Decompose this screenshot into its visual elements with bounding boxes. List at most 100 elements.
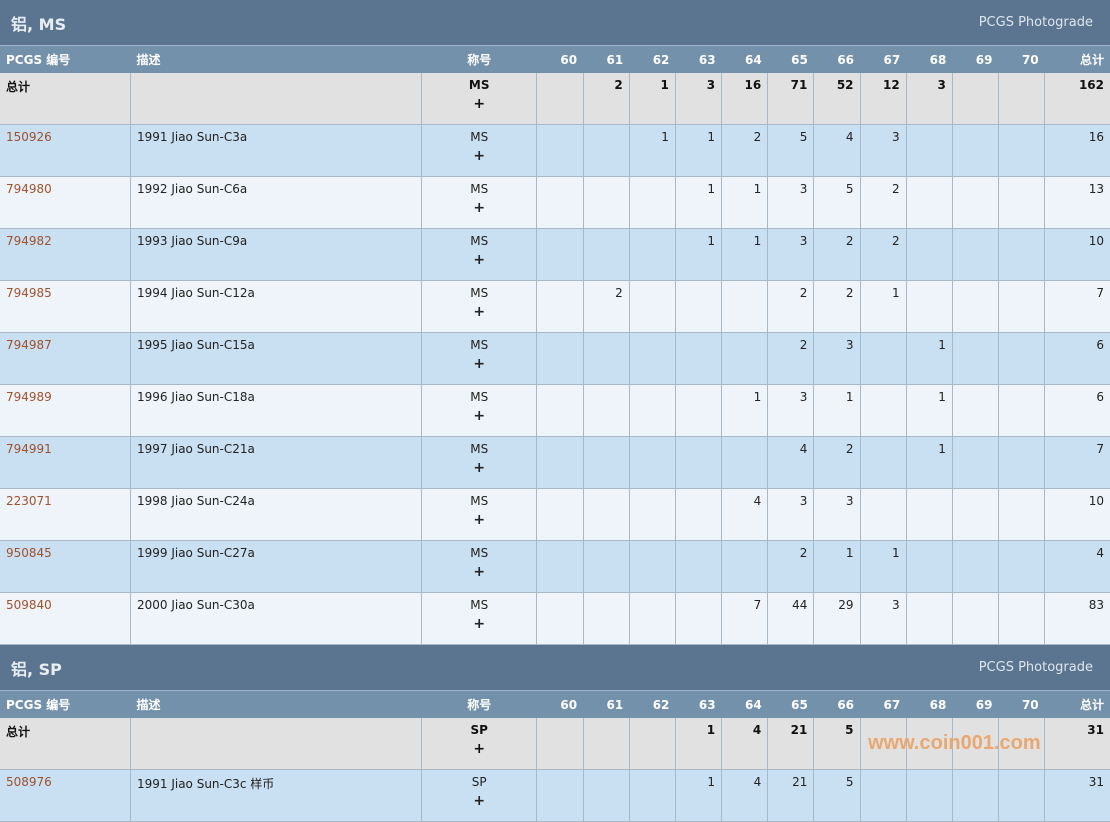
grade-count: 2 [813,280,861,333]
grade-count: 3 [674,73,722,125]
designation: MS [470,338,489,352]
column-header: 69 [952,691,999,718]
grade-count [997,332,1045,385]
grade-count [628,280,676,333]
grade-count [951,384,999,437]
grade-count [674,488,722,541]
grade-count [674,540,722,593]
pcgs-number-link[interactable]: 794991 [6,442,52,456]
row-total: 162 [1044,73,1110,125]
photograde-link[interactable]: PCGS Photograde [978,660,1093,675]
photograde-link[interactable]: PCGS Photograde [978,15,1093,30]
grade-count [628,436,676,489]
plus-grade: + [473,252,486,268]
grade-count [997,488,1045,541]
grade-count [859,332,907,385]
description: 1994 Jiao Sun-C12a [129,280,422,333]
grade-count [536,73,584,125]
grade-count [674,332,722,385]
grade-count [582,176,630,229]
grade-count [628,540,676,593]
description: 1991 Jiao Sun-C3c 样币 [129,769,422,822]
grade-count: 4 [813,124,861,177]
grade-count: 4 [721,769,768,822]
column-header: 称号 [421,691,537,718]
grade-count: 3 [767,176,814,229]
designation: MS [470,182,489,196]
table-row: 950845 1999 Jiao Sun-C27a MS +2 1 1 4 [0,540,1110,593]
grade-count: 2 [582,280,630,333]
grade-count [536,228,584,281]
grade-count: 3 [767,228,814,281]
population-table: PCGS 编号 描述 称号 60 61 62 63 64 65 66 67 68 69 70 总计 总计 SP +… [0,691,1110,822]
grade-count [536,436,584,489]
grade-count: 4 [721,488,768,541]
grade-count [536,592,584,645]
grade-count: 1 [721,228,768,281]
plus-grade: + [473,408,486,424]
column-header: PCGS 编号 [0,691,131,718]
grade-count [536,540,584,593]
column-header: 64 [721,691,768,718]
grade-count [674,436,722,489]
grade-count [997,228,1045,281]
grade-count: 2 [813,228,861,281]
pcgs-number-link[interactable]: 794985 [6,286,52,300]
grade-count: 2 [859,228,907,281]
grade-count [628,176,676,229]
plus-grade: + [473,616,486,632]
table-row: 794989 1996 Jiao Sun-C18a MS +1 3 1 1 6 [0,384,1110,437]
plus-grade: + [473,793,486,809]
grade-count: 7 [721,592,768,645]
designation: MS [470,442,489,456]
pcgs-number-link[interactable]: 794987 [6,338,52,352]
total-row: 总计 SP +1 4 21 5 31 [0,718,1110,770]
grade-count [536,384,584,437]
grade-count: 16 [721,73,768,125]
watermark: www.coin001.com [868,732,1041,754]
grade-count: 1 [628,124,676,177]
population-table: PCGS 编号 描述 称号 60 61 62 63 64 65 66 67 68 69 70 总计总计 MS +… [0,46,1110,645]
grade-count [859,384,907,437]
grade-count [997,436,1045,489]
total-label: 总计 [6,80,31,94]
grade-count [536,769,584,822]
pcgs-number-link[interactable]: 509840 [6,598,52,612]
grade-count [951,124,999,177]
designation: MS [470,390,489,404]
grade-count [674,384,722,437]
grade-count: 2 [767,280,814,333]
grade-count: 3 [813,488,861,541]
grade-count: 1 [905,384,953,437]
row-total: 31 [1044,769,1110,822]
column-header: 总计 [1044,691,1110,718]
grade-count [951,769,999,822]
grade-count [997,592,1045,645]
column-header-row: PCGS 编号 描述 称号 60 61 62 63 64 65 66 67 68 69 70 总计 [0,46,1110,73]
grade-count [905,540,953,593]
grade-count: 3 [859,592,907,645]
pcgs-number-link[interactable]: 794989 [6,390,52,404]
pcgs-number-link[interactable]: 950845 [6,546,52,560]
grade-count: 4 [767,436,814,489]
grade-count [582,124,630,177]
grade-count: 1 [674,769,722,822]
grade-count: 3 [813,332,861,385]
column-header: 62 [629,691,676,718]
pcgs-number-link[interactable]: 150926 [6,130,52,144]
grade-count [997,73,1045,125]
pcgs-number-link[interactable]: 794980 [6,182,52,196]
pcgs-number-link[interactable]: 508976 [6,775,52,789]
row-total: 10 [1044,488,1110,541]
pcgs-number-link[interactable]: 794982 [6,234,52,248]
row-total: 7 [1044,280,1110,333]
pcgs-number-link[interactable]: 223071 [6,494,52,508]
grade-count: 5 [767,124,814,177]
column-header: 64 [721,46,768,73]
column-header: 66 [813,46,861,73]
grade-count: 5 [813,718,861,770]
grade-count: 71 [767,73,814,125]
column-header: 描述 [130,691,422,718]
grade-count [997,280,1045,333]
